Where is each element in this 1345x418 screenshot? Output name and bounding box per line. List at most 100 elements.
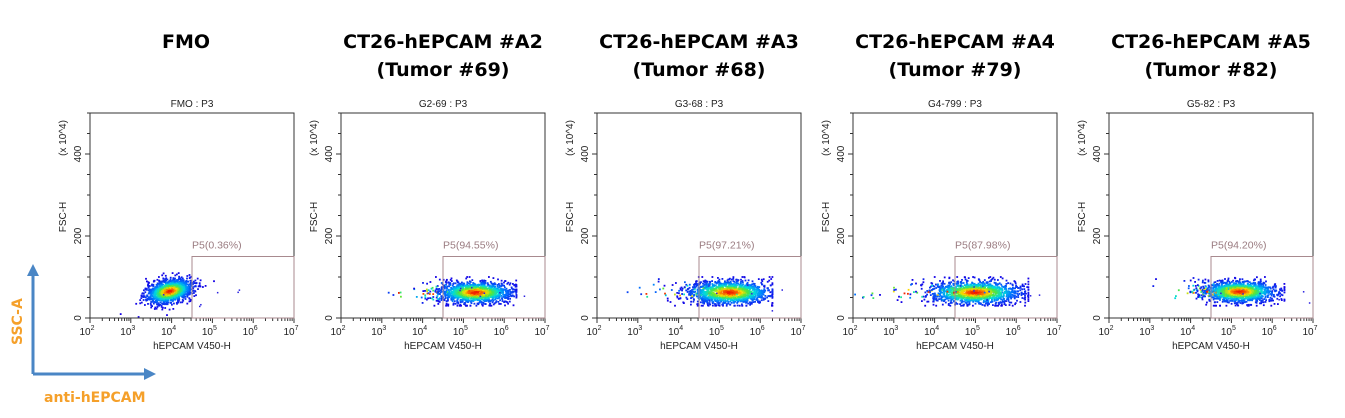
event-point: [450, 296, 453, 299]
event-point: [467, 284, 470, 287]
event-point: [478, 290, 481, 293]
event-point: [739, 291, 742, 294]
event-point: [171, 288, 174, 291]
event-point: [446, 287, 448, 290]
event-point: [451, 291, 454, 293]
event-point: [447, 297, 449, 300]
event-point: [178, 288, 181, 291]
event-point: [764, 295, 767, 297]
event-point: [748, 291, 751, 293]
x-tick-label: 105: [202, 325, 217, 338]
event-point: [735, 289, 738, 292]
event-point: [483, 281, 486, 284]
event-point: [444, 295, 447, 298]
event-point: [512, 283, 514, 285]
event-point: [662, 287, 665, 290]
plot-panel: CT26-hEPCAM #A2(Tumor #69)G2-69 : P30200…: [309, 31, 550, 352]
event-point: [446, 285, 448, 288]
event-point: [747, 293, 749, 295]
event-point: [156, 288, 158, 291]
event-point: [461, 294, 464, 297]
event-point: [501, 282, 503, 285]
event-point: [500, 289, 503, 292]
event-point: [714, 295, 717, 298]
event-point: [704, 300, 707, 302]
event-point: [758, 288, 760, 291]
event-point: [747, 286, 750, 289]
panel-title: (Tumor #69): [377, 59, 510, 81]
gate-label: P5(0.36%): [192, 240, 242, 252]
event-point: [480, 282, 483, 284]
event-point: [724, 288, 726, 290]
event-point: [413, 287, 415, 290]
event-point: [781, 289, 783, 291]
event-point: [769, 294, 772, 297]
event-point: [426, 292, 429, 295]
event-point: [424, 297, 427, 300]
x-tick-label: 106: [243, 325, 258, 338]
event-point: [142, 295, 145, 297]
event-point: [471, 289, 473, 292]
event-point: [162, 306, 164, 309]
event-point: [702, 282, 704, 285]
event-point: [704, 279, 707, 282]
event-point: [456, 304, 459, 307]
event-point: [448, 292, 450, 295]
event-point: [438, 297, 441, 300]
event-point: [176, 273, 178, 276]
event-point: [685, 289, 688, 292]
event-point: [489, 300, 492, 303]
event-point: [147, 281, 150, 284]
event-point: [483, 284, 486, 286]
event-point: [681, 293, 683, 295]
event-point: [515, 288, 518, 291]
event-point: [515, 296, 518, 299]
event-point: [447, 304, 450, 307]
event-point: [152, 298, 155, 300]
event-point: [450, 287, 452, 289]
event-point: [708, 284, 711, 286]
event-point: [164, 274, 167, 277]
event-point: [166, 285, 168, 287]
event-point: [692, 288, 694, 291]
event-point: [702, 294, 705, 297]
event-point: [712, 292, 714, 295]
event-point: [448, 294, 450, 297]
event-point: [471, 294, 473, 296]
plot-panel: CT26-hEPCAM #A4(Tumor #79)G4-799 : P3020…: [821, 31, 1062, 352]
panel-title: CT26-hEPCAM #A3: [599, 31, 799, 53]
event-point: [722, 296, 725, 299]
event-point: [760, 281, 763, 284]
event-point: [714, 299, 717, 302]
event-point: [468, 296, 470, 299]
event-point: [461, 281, 463, 284]
event-point: [144, 291, 147, 294]
event-point: [771, 293, 774, 296]
event-point: [921, 300, 923, 302]
event-point: [486, 282, 489, 285]
event-point: [715, 290, 717, 292]
event-point: [717, 280, 719, 283]
event-point: [461, 296, 464, 299]
superscript: 4: [172, 325, 176, 332]
event-point: [159, 289, 161, 292]
event-point: [741, 298, 743, 301]
event-point: [999, 276, 1002, 278]
event-point: [174, 286, 177, 289]
panel-title: (Tumor #68): [633, 59, 766, 81]
event-point: [504, 280, 507, 282]
event-point: [766, 296, 769, 299]
event-point: [721, 293, 724, 296]
event-point: [723, 293, 725, 296]
event-point: [507, 298, 509, 300]
event-point: [502, 284, 504, 287]
event-point: [452, 282, 455, 285]
event-point: [504, 295, 506, 298]
event-point: [493, 283, 496, 285]
event-point: [740, 285, 743, 288]
event-point: [504, 286, 506, 289]
event-point: [690, 300, 692, 303]
event-point: [197, 285, 200, 288]
event-point: [415, 296, 418, 298]
event-point: [470, 287, 473, 290]
